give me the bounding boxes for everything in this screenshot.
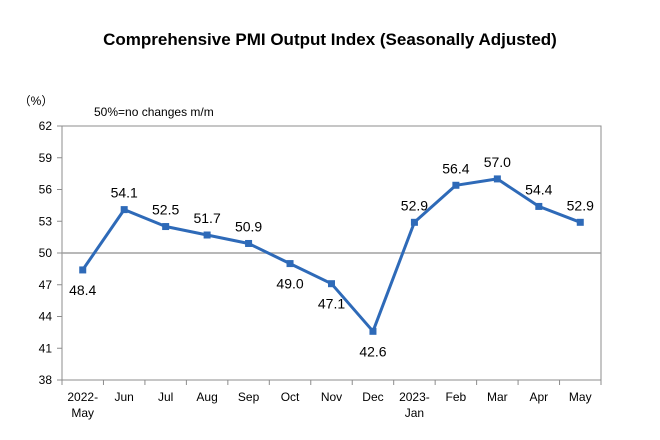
data-label: 48.4	[69, 282, 96, 298]
x-tick-label-line: Sep	[238, 390, 260, 404]
y-axis-unit-label: （%）	[19, 94, 54, 108]
x-tick-label: Mar	[487, 390, 508, 404]
x-tick-label-line: 2023-	[399, 390, 430, 404]
x-tick-label-line: Dec	[362, 390, 383, 404]
data-label: 47.1	[318, 296, 345, 312]
x-tick-label: 2022- May	[67, 390, 98, 420]
y-tick-label: 41	[39, 341, 53, 355]
x-tick-label: Dec	[362, 390, 383, 404]
data-label: 51.7	[193, 210, 220, 226]
data-label: 49.0	[276, 276, 303, 292]
y-tick-label: 53	[39, 214, 53, 228]
data-point	[493, 175, 501, 183]
data-label: 52.9	[401, 197, 428, 213]
x-tick-label: Jul	[158, 390, 173, 404]
data-label: 54.4	[525, 181, 552, 197]
data-point	[369, 327, 377, 335]
x-tick-label-line: 2022-	[67, 390, 98, 404]
x-tick-label-line: Nov	[321, 390, 342, 404]
y-tick-label: 47	[39, 278, 53, 292]
y-tick-label: 62	[39, 119, 53, 133]
data-point	[410, 218, 418, 226]
x-tick-label-line: May	[71, 406, 94, 420]
x-tick-label-line: Feb	[446, 390, 467, 404]
data-point	[452, 181, 460, 189]
data-label: 52.5	[152, 202, 179, 218]
data-label: 42.6	[359, 343, 386, 359]
series-group	[79, 175, 584, 335]
data-point	[203, 231, 211, 239]
x-tick-label-line: Oct	[281, 390, 300, 404]
data-point	[245, 239, 253, 247]
x-tick-label: Apr	[529, 390, 548, 404]
reference-note: 50%=no changes m/m	[94, 105, 214, 119]
x-tick-label-line: Jul	[158, 390, 173, 404]
x-tick-label: Feb	[446, 390, 467, 404]
x-tick-label: Oct	[281, 390, 300, 404]
data-point	[328, 280, 335, 288]
x-tick-label: Jun	[115, 390, 134, 404]
x-tick-label-line: May	[569, 390, 592, 404]
data-point	[535, 202, 543, 210]
y-tick-label: 50	[39, 246, 53, 260]
chart-title: Comprehensive PMI Output Index (Seasonal…	[103, 30, 557, 49]
y-tick-label: 44	[39, 310, 53, 324]
x-tick-label: May	[569, 390, 592, 404]
data-point	[120, 206, 128, 214]
x-axis: 2022- May Jun Jul Aug Sep Oct Nov Dec 2023- Jan Feb…	[61, 380, 602, 420]
y-tick-label: 38	[39, 373, 53, 387]
data-label: 56.4	[442, 160, 469, 176]
data-label: 50.9	[235, 218, 262, 234]
data-point	[286, 260, 294, 268]
data-label: 54.1	[111, 185, 138, 201]
x-tick-label: Sep	[238, 390, 260, 404]
y-tick-label: 56	[39, 183, 53, 197]
x-tick-label-line: Jan	[405, 406, 424, 420]
y-tick-label: 59	[39, 151, 53, 165]
data-labels-group: 48.4 54.1 52.5 51.7 50.9 49.0 47.1 42.6 52.9 56.4…	[69, 154, 594, 359]
data-point	[576, 218, 584, 226]
data-label: 52.9	[567, 197, 594, 213]
x-tick-label-line: Aug	[196, 390, 217, 404]
y-axis: 38 41 44 47 50 53 56 59 62	[39, 119, 62, 387]
data-label: 57.0	[484, 154, 511, 170]
x-tick-label: 2023- Jan	[399, 390, 430, 420]
x-tick-label-line: Apr	[529, 390, 548, 404]
data-point	[79, 266, 87, 274]
data-point	[162, 223, 170, 231]
x-tick-label: Aug	[196, 390, 217, 404]
x-tick-label-line: Mar	[487, 390, 508, 404]
x-tick-label: Nov	[321, 390, 342, 404]
x-tick-label-line: Jun	[115, 390, 134, 404]
